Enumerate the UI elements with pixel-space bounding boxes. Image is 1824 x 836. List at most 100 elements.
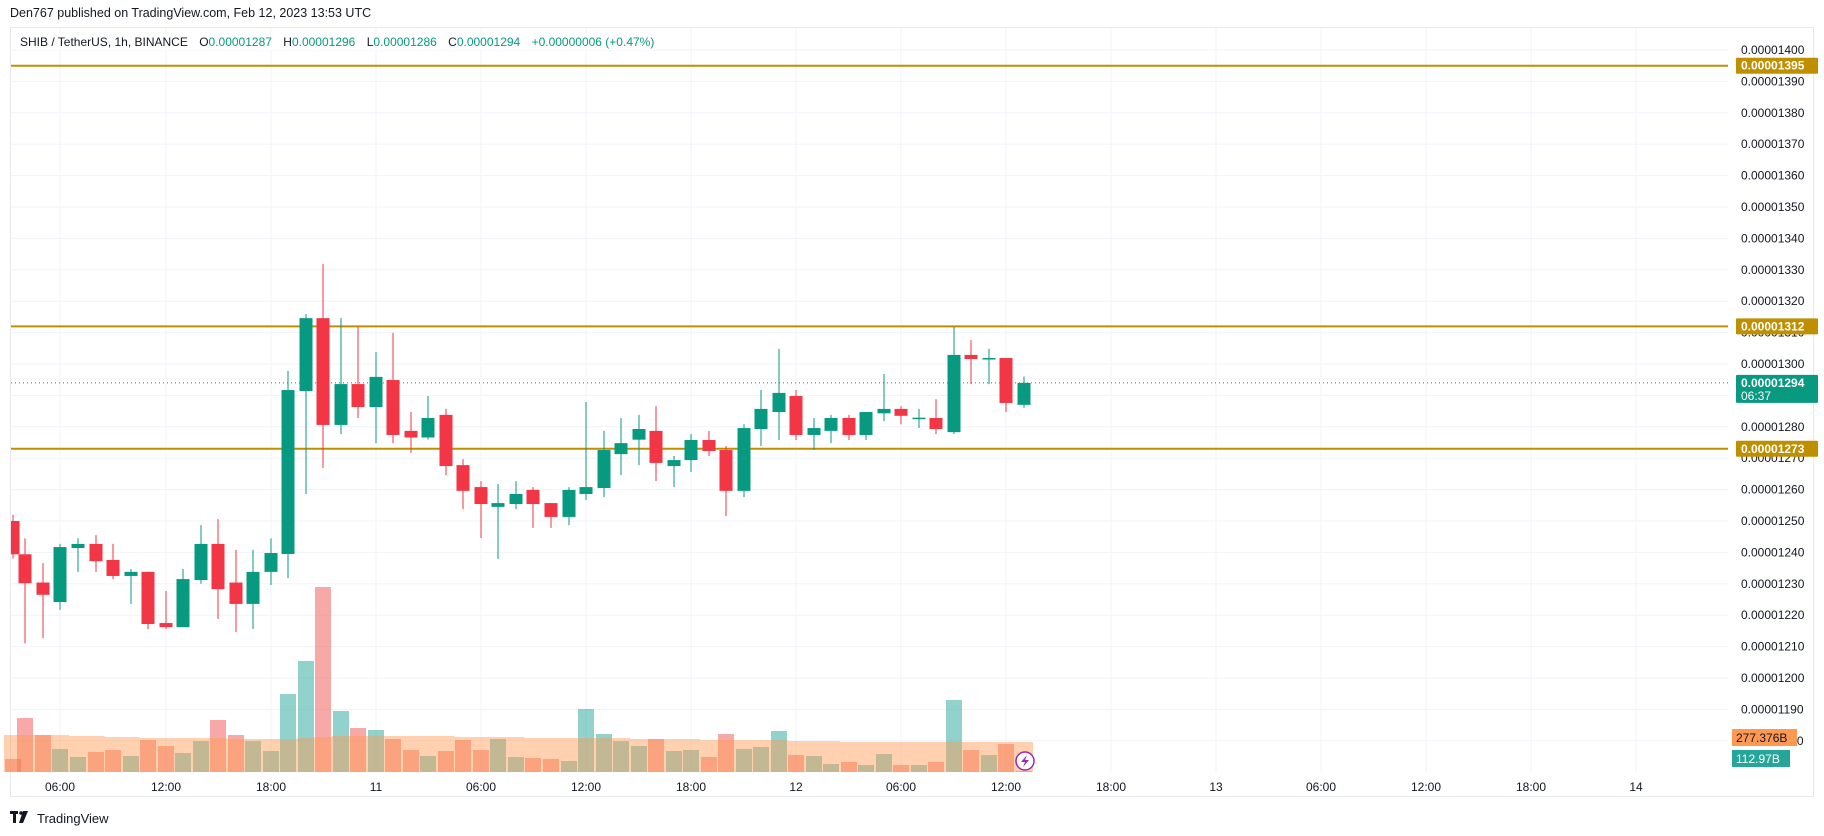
volume-ma-area xyxy=(4,735,1033,772)
lightning-icon-glyph[interactable] xyxy=(1021,755,1029,767)
symbol-legend: SHIB / TetherUS, 1h, BINANCE O0.00001287… xyxy=(18,34,657,50)
candle-body xyxy=(159,623,173,628)
volume-bar xyxy=(280,694,296,772)
candle-body xyxy=(894,408,908,416)
candle-up xyxy=(754,390,768,446)
current-price-badge-text: 06:37 xyxy=(1741,389,1771,403)
volume-bar xyxy=(613,741,629,772)
volume-bar xyxy=(596,734,612,772)
volume-bar xyxy=(823,764,839,772)
candle-body xyxy=(877,408,891,414)
level-price-badge: 0.00001395 xyxy=(1736,57,1818,74)
horizontal-levels[interactable] xyxy=(11,64,1728,450)
tradingview-logo-text: TradingView xyxy=(37,810,109,826)
candle-up xyxy=(684,434,698,473)
candle-up xyxy=(421,396,435,440)
candle-body xyxy=(859,412,873,435)
candle-body xyxy=(929,418,943,429)
candle-body xyxy=(264,553,278,572)
volume-bar xyxy=(578,709,594,772)
time-axis[interactable]: 06:00 12:00 18:00 11 06:00 12:00 18:00 12 06:00 1… xyxy=(11,773,1813,795)
candle-body xyxy=(299,318,313,392)
candle-body xyxy=(439,414,453,467)
symbol-title[interactable]: SHIB / TetherUS, 1h, BINANCE xyxy=(20,35,188,49)
volume-bar xyxy=(928,762,944,772)
candle-down xyxy=(789,390,803,440)
candle-down xyxy=(386,332,400,444)
volume-bar xyxy=(911,765,927,772)
volume-bar xyxy=(490,739,506,772)
price-badges: 0.00001395 0.00001312 0.00001273 0.00001294… xyxy=(1732,57,1818,767)
tradingview-footer[interactable]: TradingView xyxy=(10,810,109,826)
volume-bar xyxy=(368,730,384,772)
price-tick-label: 0.00001250 xyxy=(1741,514,1805,528)
candle-up xyxy=(772,348,786,440)
volume-bar xyxy=(701,757,717,772)
lightning-icon[interactable] xyxy=(1015,751,1035,771)
volume-ma-badge-text: 277.376B xyxy=(1736,731,1787,745)
candle-body xyxy=(684,439,698,461)
candle-up xyxy=(281,370,295,579)
candle-down xyxy=(894,406,908,425)
price-tick-label: 0.00001220 xyxy=(1741,608,1805,622)
volume-bar xyxy=(981,755,997,772)
candle-body xyxy=(421,418,435,438)
price-tick-label: 0.00001390 xyxy=(1741,74,1805,88)
candle-body xyxy=(89,543,103,562)
volume-bar xyxy=(841,762,857,772)
candle-up xyxy=(982,348,996,385)
candle-down xyxy=(18,538,32,644)
candle-down xyxy=(11,514,20,559)
candle-body xyxy=(632,428,646,440)
volume-bar xyxy=(385,739,401,772)
candle-body xyxy=(509,493,523,505)
candle-body xyxy=(544,503,558,517)
high-value: 0.00001296 xyxy=(291,35,356,49)
volume-bar xyxy=(158,746,174,772)
volume-bar xyxy=(420,756,436,772)
volume-badge-bg xyxy=(1732,750,1790,767)
candle-up xyxy=(614,418,628,476)
volume-bar xyxy=(315,587,331,772)
level-price-badge-text: 0.00001395 xyxy=(1741,59,1805,73)
candle-down xyxy=(439,408,453,476)
time-tick-label: 12:00 xyxy=(991,780,1021,794)
volume-bar xyxy=(718,734,734,772)
time-tick-label: 18:00 xyxy=(676,780,706,794)
candle-down xyxy=(999,358,1013,413)
time-tick-label: 12:00 xyxy=(571,780,601,794)
time-tick-label: 06:00 xyxy=(45,780,75,794)
candle-body xyxy=(702,439,716,451)
candle-body xyxy=(386,380,400,435)
candle-body xyxy=(737,428,751,491)
price-tick-label: 0.00001330 xyxy=(1741,263,1805,277)
volume-bar xyxy=(508,757,524,772)
low-value: 0.00001286 xyxy=(373,35,437,49)
price-tick-label: 0.00001340 xyxy=(1741,231,1805,245)
candle-down xyxy=(316,264,330,468)
volume-bar xyxy=(876,754,892,772)
candle-up xyxy=(807,418,821,451)
price-tick-label: 0.00001370 xyxy=(1741,137,1805,151)
volume-bar xyxy=(998,744,1014,772)
open-label: O xyxy=(199,35,209,49)
volume-bar xyxy=(631,746,647,772)
candle-body xyxy=(36,582,50,595)
candle-body xyxy=(667,460,681,467)
time-tick-label: 11 xyxy=(370,780,383,794)
candle-body xyxy=(719,450,733,491)
time-tick-label: 12:00 xyxy=(151,780,181,794)
candle-body xyxy=(456,465,470,491)
volume-bar xyxy=(105,750,121,772)
volume-bar xyxy=(193,741,209,772)
volume-bar xyxy=(561,761,577,772)
tradingview-logo-icon xyxy=(10,810,32,826)
level-price-badge-text: 0.00001312 xyxy=(1741,319,1805,333)
level-price-badge: 0.00001312 xyxy=(1736,318,1818,335)
candle-body xyxy=(597,450,611,489)
low-label: L xyxy=(366,35,374,49)
candle-body xyxy=(579,487,593,494)
level-price-badge-bg xyxy=(1736,318,1818,335)
price-tick-label: 0.00001260 xyxy=(1741,483,1805,497)
